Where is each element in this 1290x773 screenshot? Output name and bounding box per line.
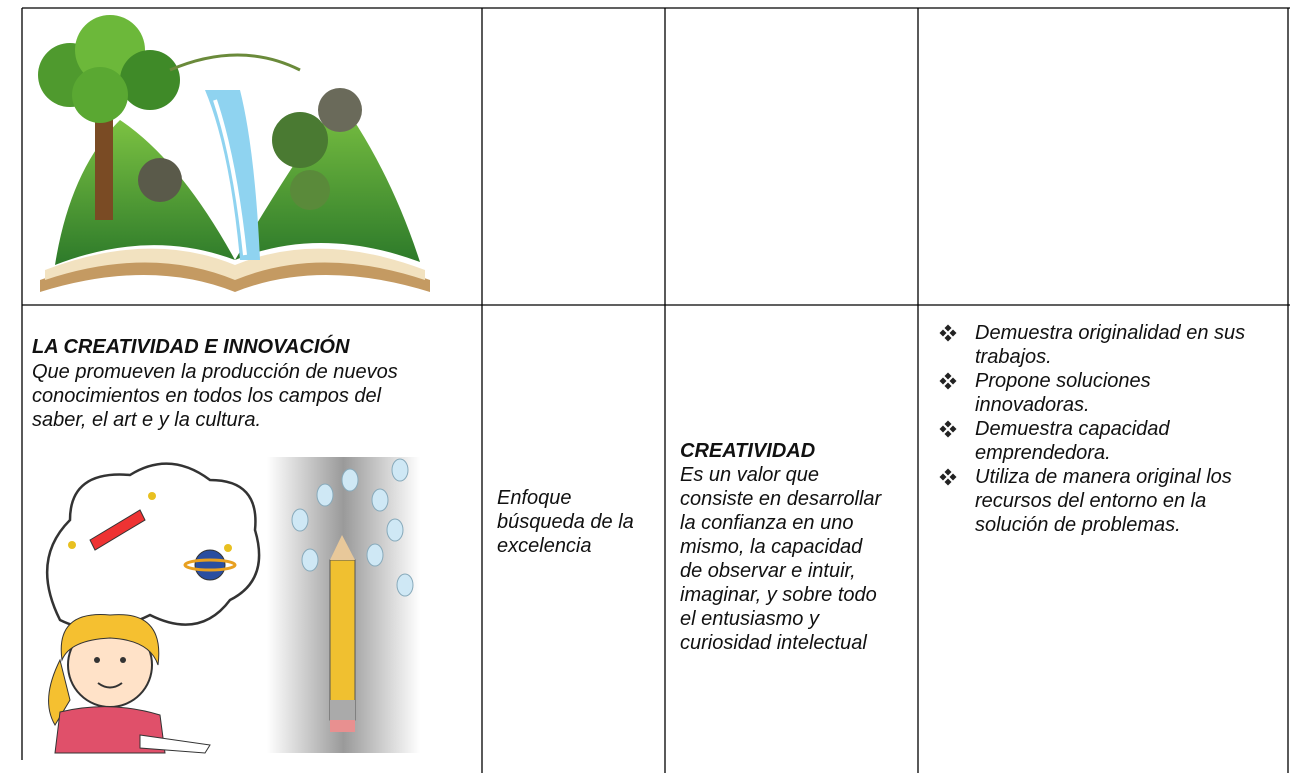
description-line: Que promueven la producción de nuevos: [32, 361, 398, 383]
action-line: innovadoras.: [975, 394, 1090, 416]
bullet-part: [944, 382, 952, 390]
bullet-part: [949, 329, 957, 337]
action-line: Demuestra capacidad: [975, 418, 1170, 440]
bullet-part: [949, 425, 957, 433]
definition-line: de observar e intuir,: [680, 560, 856, 582]
action-line: Utiliza de manera original los: [975, 466, 1232, 488]
table-borders: [21, 7, 1290, 773]
bullet-part: [944, 430, 952, 438]
approach-line: Enfoque: [497, 487, 572, 509]
description-line: conocimientos en todos los campos del: [32, 385, 382, 407]
book-illustration: [38, 15, 430, 292]
action-line: Propone soluciones: [975, 370, 1151, 392]
bullet-part: [944, 324, 952, 332]
definition-line: imaginar, y sobre todo: [680, 584, 877, 606]
definition-line: la confianza en uno: [680, 512, 854, 534]
bullet: [939, 468, 957, 486]
definition-line: el entusiasmo y: [680, 608, 819, 630]
definition-title: CREATIVIDAD: [680, 440, 816, 462]
bullet-part: [944, 468, 952, 476]
definition-line: mismo, la capacidad: [680, 536, 863, 558]
definition-line: curiosidad intelectual: [680, 632, 867, 654]
bullet: [939, 372, 957, 390]
action-line: recursos del entorno en la: [975, 490, 1207, 512]
bullet-part: [949, 473, 957, 481]
action-line: emprendedora.: [975, 442, 1111, 464]
action-line: Demuestra originalidad en sus: [975, 322, 1246, 344]
bullet-part: [944, 334, 952, 342]
bullet-part: [939, 377, 947, 385]
bullet-part: [939, 329, 947, 337]
definition-line: consiste en desarrollar: [680, 488, 882, 510]
value-title: LA CREATIVIDAD E INNOVACIÓN: [32, 336, 350, 358]
pencil-illustration: [267, 457, 420, 753]
bullet-part: [944, 372, 952, 380]
action-line: solución de problemas.: [975, 514, 1181, 536]
definition-line: Es un valor que: [680, 464, 819, 486]
approach-line: excelencia: [497, 535, 592, 557]
bullet-part: [944, 420, 952, 428]
bullet-part: [939, 425, 947, 433]
action-line: trabajos.: [975, 346, 1052, 368]
child-thinking-illustration: [45, 462, 261, 754]
bullet: [939, 420, 957, 438]
description-line: saber, el art e y la cultura.: [32, 409, 262, 431]
bullet-part: [944, 478, 952, 486]
bullet-markers: [939, 324, 957, 486]
bullet-part: [939, 473, 947, 481]
bullet-part: [949, 377, 957, 385]
approach-line: búsqueda de la: [497, 511, 634, 533]
bullet: [939, 324, 957, 342]
